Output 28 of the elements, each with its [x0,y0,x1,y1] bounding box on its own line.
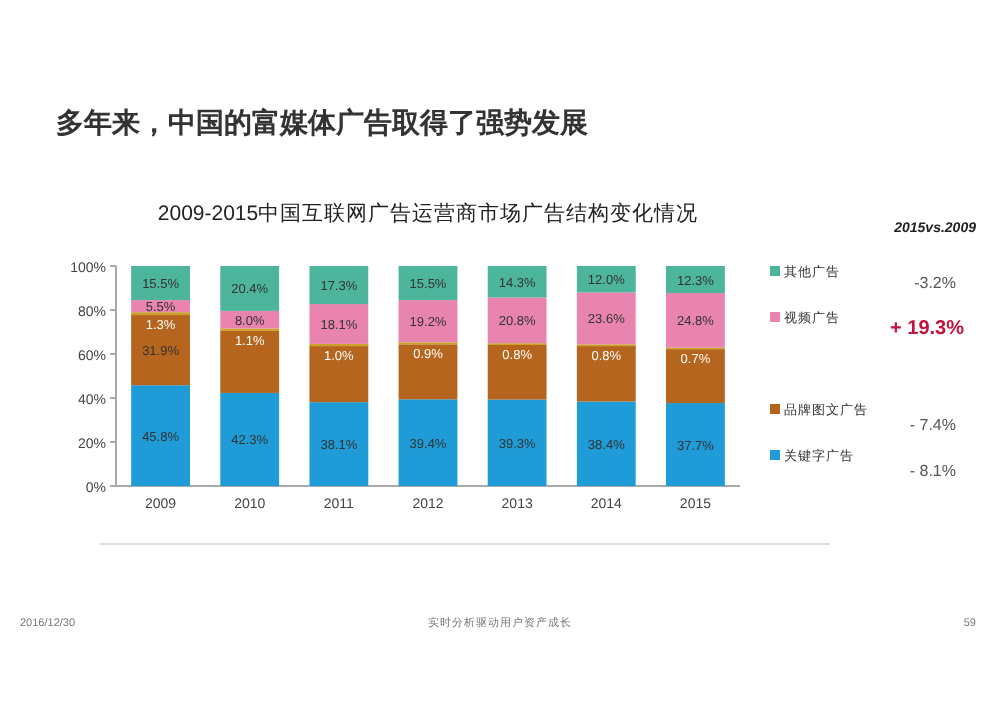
bar [309,266,369,305]
bar [309,304,369,344]
bar [398,399,458,486]
bar [309,402,369,486]
text: - 7.4% [909,416,956,434]
bar [576,401,636,486]
bar [487,297,547,344]
bar [576,346,636,402]
bar [131,385,190,486]
text: - 8.1% [909,462,956,480]
bar [220,392,280,486]
bar [309,346,369,403]
bar [487,399,547,486]
text: -3.2% [914,274,956,292]
chart-title: 2009-2015中国互联网广告运营商市场广告结构变化情况 [157,200,699,226]
bar [487,344,547,400]
bar [220,266,280,311]
bar [576,292,636,345]
text: + 19.3% [890,318,965,340]
bar [131,266,190,301]
bar [666,403,725,486]
bar [131,315,190,386]
bar [220,330,280,393]
bar [666,349,725,404]
bar [398,344,458,400]
bar [666,293,725,348]
chart-subtitle: 多年来，中国的富媒体广告取得了强势发展 [56,106,588,138]
bar [398,300,458,343]
